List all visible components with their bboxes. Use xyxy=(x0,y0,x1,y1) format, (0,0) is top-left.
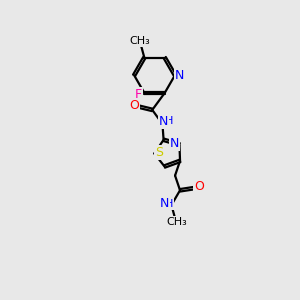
Text: N: N xyxy=(159,115,168,128)
Text: N: N xyxy=(170,137,179,150)
Text: H: H xyxy=(165,116,173,126)
Text: N: N xyxy=(160,197,169,210)
Text: O: O xyxy=(129,99,139,112)
Text: H: H xyxy=(164,199,173,209)
Text: N: N xyxy=(175,69,184,82)
Text: CH₃: CH₃ xyxy=(167,217,188,227)
Text: S: S xyxy=(155,146,163,159)
Text: O: O xyxy=(194,180,204,194)
Text: F: F xyxy=(134,88,142,100)
Text: CH₃: CH₃ xyxy=(129,36,150,46)
